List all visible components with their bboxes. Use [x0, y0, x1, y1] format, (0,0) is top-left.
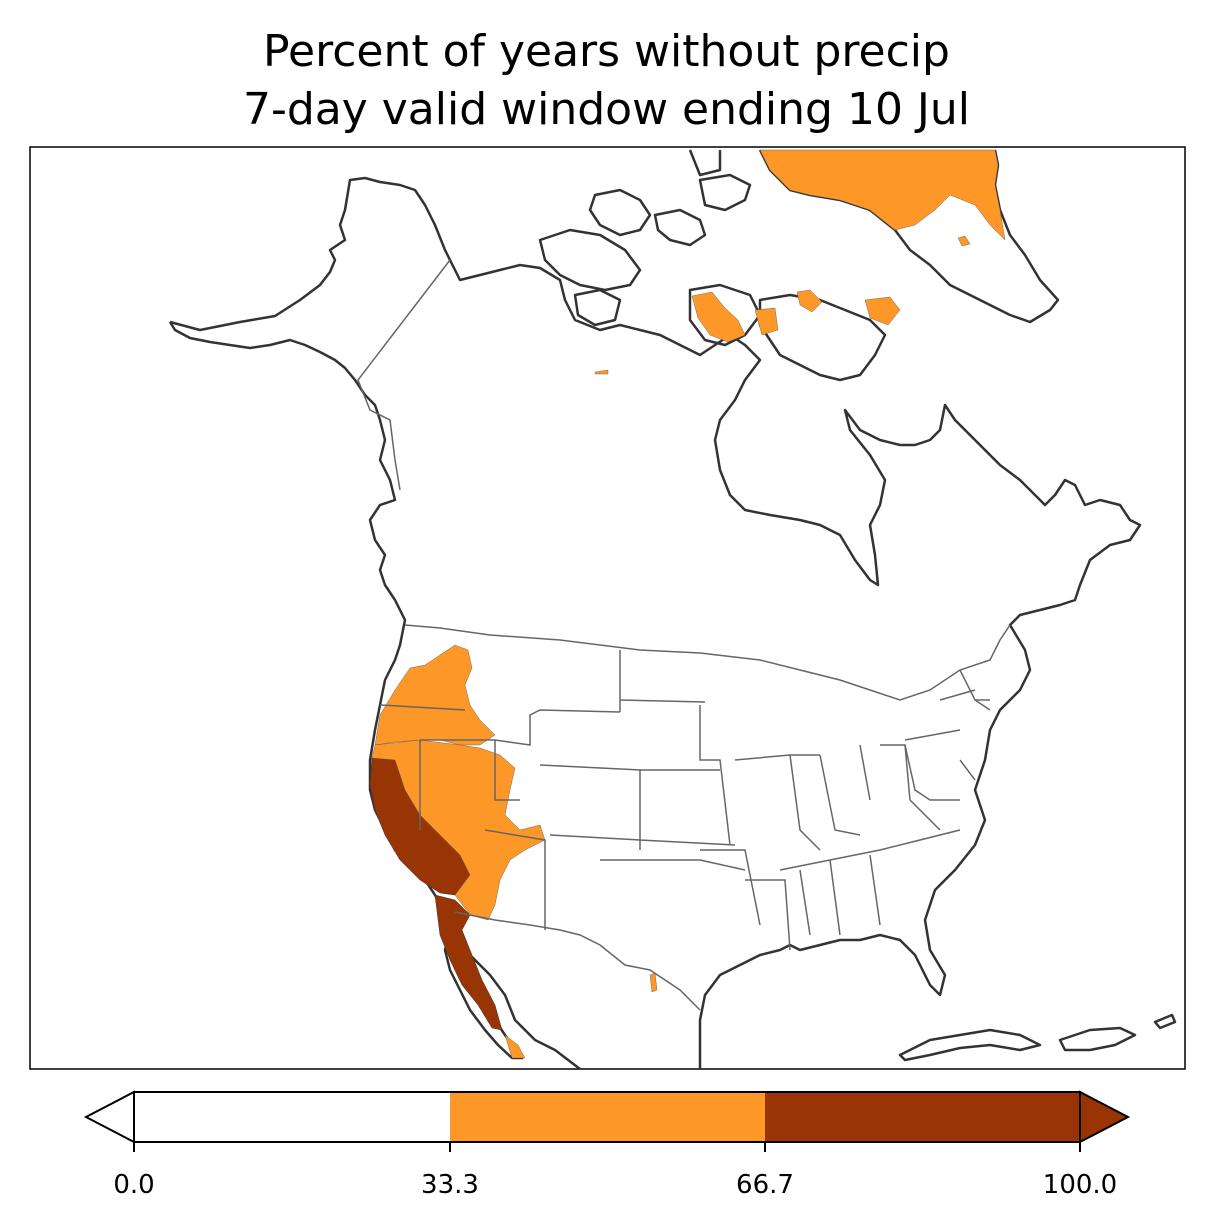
north-america-coastline	[169, 176, 1142, 1069]
baffin-island	[758, 293, 887, 382]
puerto-rico	[1153, 1013, 1177, 1030]
region-baffin-mid-1	[754, 307, 779, 336]
us-mexico-border	[454, 911, 701, 1011]
map-frame	[29, 146, 1186, 1070]
arctic-island-2	[538, 228, 642, 292]
political-borders	[357, 259, 1011, 1011]
region-great-basin	[371, 739, 546, 921]
colorbar-outline	[133, 1091, 1081, 1143]
colorbar-bin-high	[765, 1092, 1080, 1142]
colorbar-tick-label-1: 33.3	[421, 1170, 479, 1200]
region-baffin-mid-3	[864, 296, 901, 326]
map-land-layer	[168, 149, 1177, 1070]
category-mid-regions	[371, 149, 1006, 1059]
colorbar-extend-low	[83, 1090, 135, 1144]
region-baja-high	[434, 894, 503, 1031]
colorbar-tick-label-2: 66.7	[736, 1170, 794, 1200]
map-title-line-1: Percent of years without precip	[263, 26, 950, 77]
arctic-island-7	[688, 149, 722, 177]
region-baffin-mid-2	[796, 289, 823, 313]
arctic-island-6	[573, 288, 622, 327]
cuba	[898, 1028, 1042, 1062]
region-greenland-spot	[957, 235, 971, 247]
us-canada-border	[404, 624, 1011, 701]
map-title-line-2: 7-day valid window ending 10 Jul	[242, 84, 971, 135]
region-baja-tip	[504, 1034, 526, 1059]
colorbar-extend-high	[1079, 1090, 1131, 1144]
colorbar-tick-label-0: 0.0	[113, 1170, 155, 1200]
hispaniola	[1058, 1026, 1137, 1052]
region-arctic-island-mid	[691, 291, 746, 343]
region-texas-spot	[649, 972, 658, 993]
region-arctic-spot	[594, 369, 609, 375]
arctic-island-3	[588, 188, 652, 237]
arctic-island-5	[698, 173, 752, 212]
alaska-canada-border	[357, 259, 451, 491]
arctic-island-4	[653, 208, 707, 247]
colorbar-tick-label-3: 100.0	[1042, 1170, 1118, 1200]
region-greenland-mid	[759, 149, 1006, 241]
state-borders-east	[904, 669, 991, 831]
colorbar-bin-low	[134, 1092, 450, 1142]
colorbar	[83, 1090, 1131, 1152]
colorbar-bin-mid	[450, 1092, 765, 1142]
